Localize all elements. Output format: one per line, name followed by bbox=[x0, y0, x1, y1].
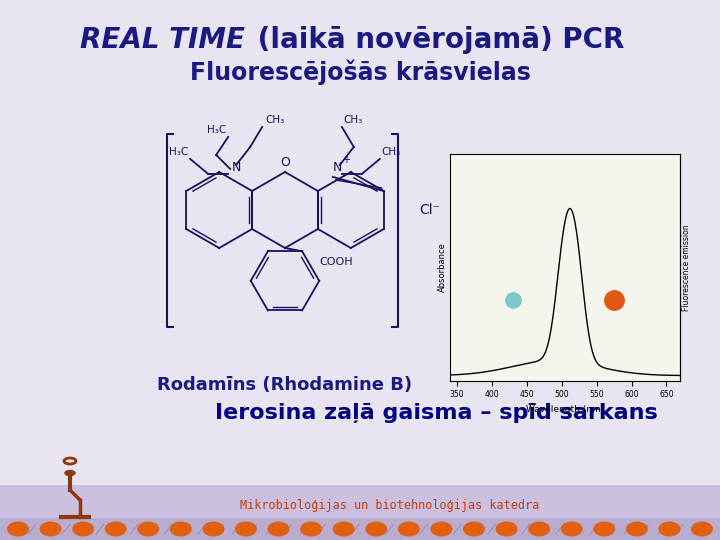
Ellipse shape bbox=[333, 522, 355, 537]
Ellipse shape bbox=[561, 522, 582, 537]
Ellipse shape bbox=[691, 522, 713, 537]
Text: H₃C: H₃C bbox=[207, 125, 226, 135]
Ellipse shape bbox=[170, 522, 192, 537]
Ellipse shape bbox=[235, 522, 257, 537]
Text: CH₃: CH₃ bbox=[382, 147, 401, 157]
X-axis label: Wavelength (nm): Wavelength (nm) bbox=[526, 405, 604, 414]
Text: H₃C: H₃C bbox=[169, 147, 188, 157]
Ellipse shape bbox=[528, 522, 550, 537]
Text: CH₃: CH₃ bbox=[265, 115, 284, 125]
Ellipse shape bbox=[398, 522, 420, 537]
Ellipse shape bbox=[626, 522, 648, 537]
Text: COOH: COOH bbox=[319, 257, 353, 267]
Ellipse shape bbox=[658, 522, 680, 537]
Text: Rodamīns (Rhodamine B): Rodamīns (Rhodamine B) bbox=[158, 376, 413, 394]
Bar bbox=[0, 518, 720, 540]
Text: REAL TIME: REAL TIME bbox=[80, 26, 245, 54]
Text: N: N bbox=[333, 161, 342, 174]
Ellipse shape bbox=[40, 522, 62, 537]
Ellipse shape bbox=[300, 522, 322, 537]
Ellipse shape bbox=[138, 522, 159, 537]
Text: Fluorescējošās krāsvielas: Fluorescējošās krāsvielas bbox=[189, 59, 531, 85]
Ellipse shape bbox=[202, 522, 225, 537]
Ellipse shape bbox=[431, 522, 452, 537]
Text: +: + bbox=[342, 155, 350, 165]
Ellipse shape bbox=[7, 522, 29, 537]
Y-axis label: Absorbance: Absorbance bbox=[438, 242, 447, 292]
Ellipse shape bbox=[495, 522, 518, 537]
Ellipse shape bbox=[72, 522, 94, 537]
Ellipse shape bbox=[268, 522, 289, 537]
Text: CH₃: CH₃ bbox=[344, 115, 363, 125]
Ellipse shape bbox=[65, 470, 75, 476]
Bar bbox=[0, 485, 720, 540]
Text: N: N bbox=[232, 161, 241, 174]
Ellipse shape bbox=[104, 522, 127, 537]
Text: O: O bbox=[280, 156, 290, 169]
Text: (laikā novērojamā) PCR: (laikā novērojamā) PCR bbox=[248, 26, 624, 54]
Ellipse shape bbox=[463, 522, 485, 537]
Ellipse shape bbox=[365, 522, 387, 537]
Text: Cl⁻: Cl⁻ bbox=[419, 203, 440, 217]
Ellipse shape bbox=[593, 522, 616, 537]
Y-axis label: Fluorescence emission: Fluorescence emission bbox=[682, 224, 690, 310]
Text: Ierosina zaļā gaisma – spīd sarkans: Ierosina zaļā gaisma – spīd sarkans bbox=[215, 403, 658, 423]
Text: Mikrobioloģijas un biotehnoloģijas katedra: Mikrobioloģijas un biotehnoloģijas kated… bbox=[240, 498, 539, 511]
